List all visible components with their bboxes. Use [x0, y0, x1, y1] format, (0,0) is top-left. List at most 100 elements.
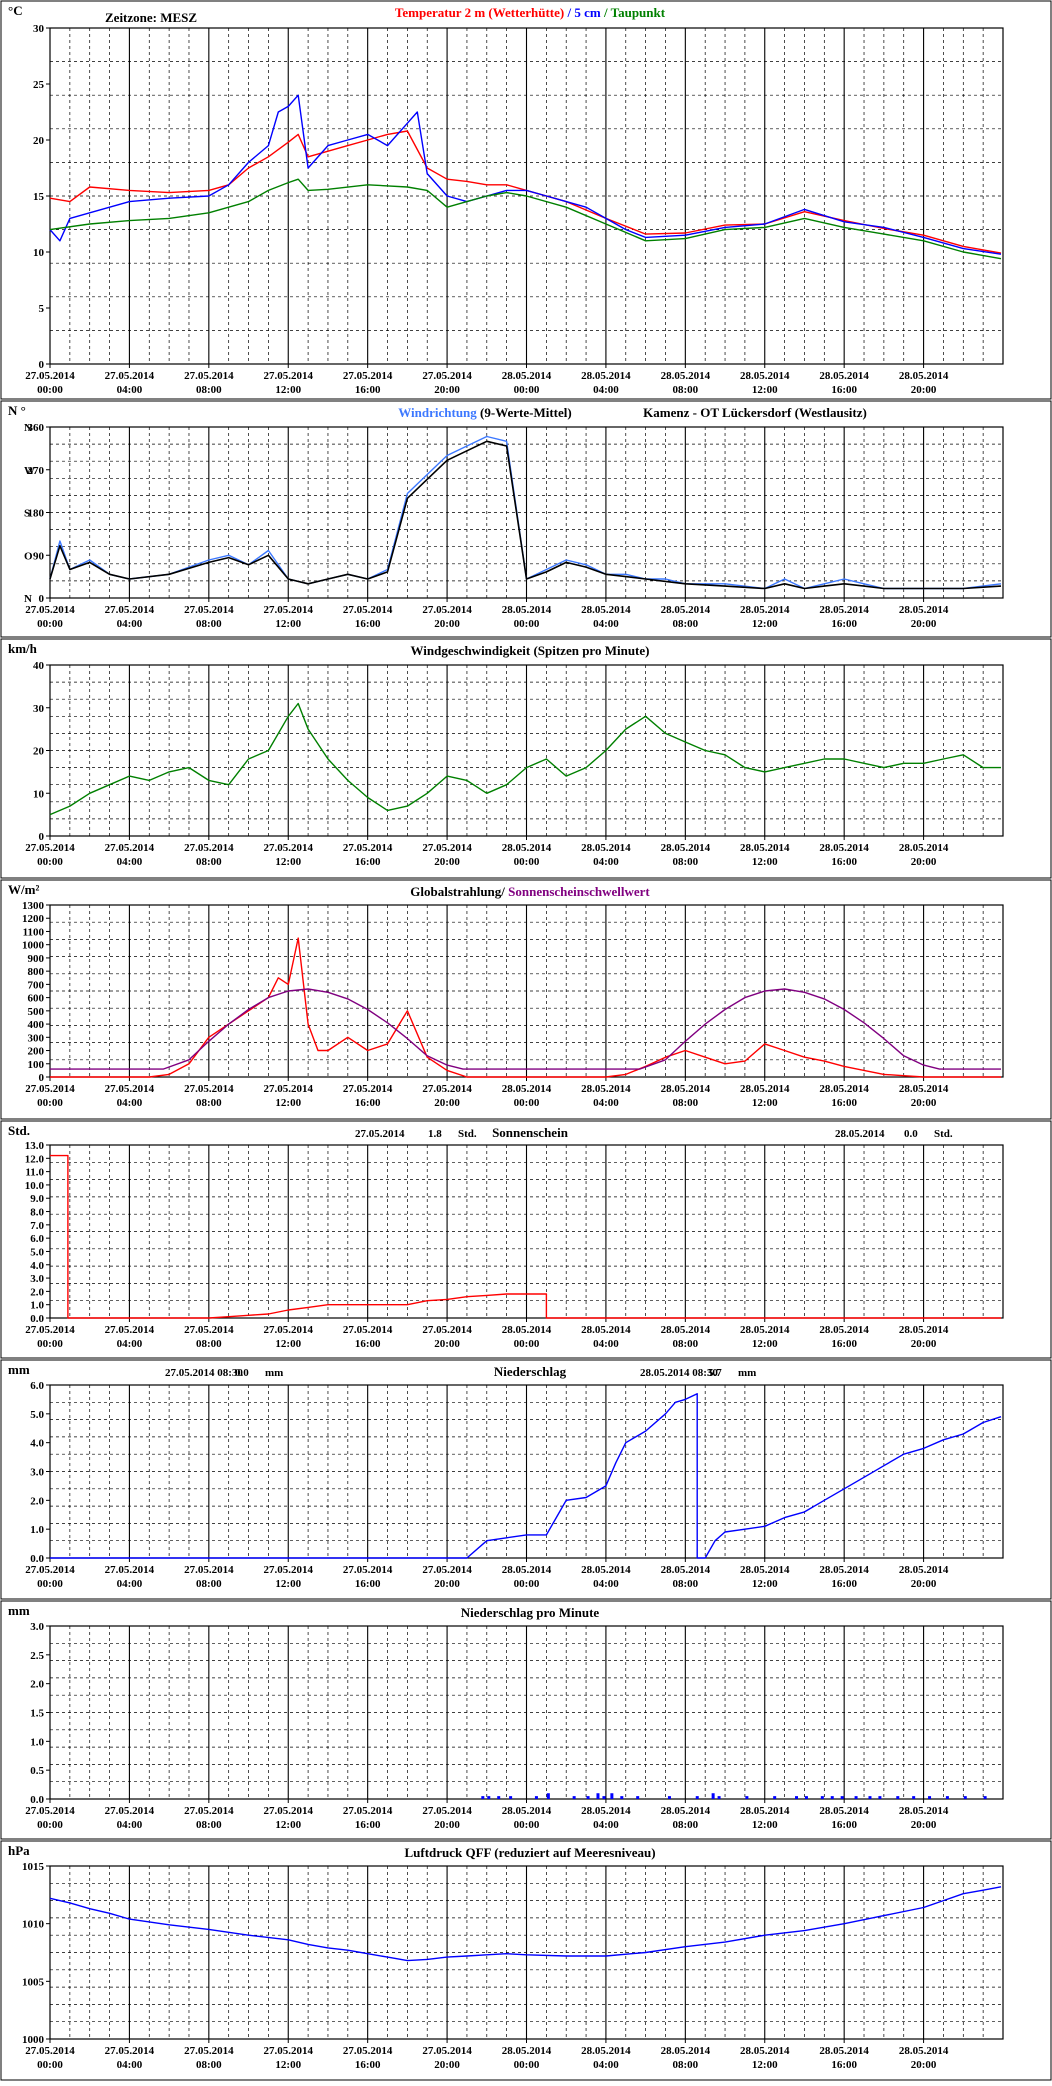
- panel-border: [0, 1120, 1052, 1359]
- x-tick-label-time: 16:00: [355, 1578, 381, 1590]
- panel-border: [0, 1840, 1052, 2081]
- x-tick-label-time: 20:00: [911, 856, 937, 868]
- x-tick-label-time: 20:00: [434, 1097, 460, 1109]
- x-tick-label-date: 28.05.2014: [740, 2045, 790, 2057]
- x-tick-label-time: 16:00: [355, 2059, 381, 2071]
- x-tick-label-time: 12:00: [275, 618, 301, 630]
- x-tick-label-date: 28.05.2014: [502, 604, 552, 616]
- bar: [840, 1796, 844, 1799]
- y-tick-label: 1.0: [30, 1736, 44, 1748]
- x-tick-label-time: 00:00: [514, 1819, 540, 1831]
- bar: [830, 1796, 834, 1799]
- grid: [50, 427, 1003, 598]
- summary-date: 28.05.2014: [835, 1128, 885, 1140]
- chart-title-part: (9-Werte-Mittel): [477, 405, 572, 420]
- x-tick-label-time: 08:00: [196, 1578, 222, 1590]
- bar: [546, 1793, 550, 1799]
- x-tick-label-date: 27.05.2014: [184, 1324, 234, 1336]
- bar: [572, 1796, 576, 1799]
- y-tick-label: 0.5: [30, 1765, 44, 1777]
- summary-unit: mm: [738, 1367, 756, 1379]
- x-tick-label-time: 12:00: [752, 1819, 778, 1831]
- x-tick-label-date: 27.05.2014: [105, 842, 155, 854]
- x-tick-label-date: 28.05.2014: [899, 2045, 949, 2057]
- y-tick-label: 0: [39, 359, 45, 371]
- x-tick-label-time: 20:00: [434, 618, 460, 630]
- unit-label: N °: [8, 403, 26, 418]
- bar: [983, 1796, 987, 1799]
- y-tick-label: 500: [28, 1006, 45, 1018]
- x-tick-label-date: 27.05.2014: [422, 1805, 472, 1817]
- x-tick-label-date: 27.05.2014: [184, 842, 234, 854]
- panel-border: [0, 0, 1052, 400]
- x-tick-label-date: 28.05.2014: [899, 370, 949, 382]
- y-tick-label: 5.0: [30, 1409, 44, 1421]
- x-tick-label-time: 04:00: [593, 1578, 619, 1590]
- chart-title-part: Niederschlag: [494, 1364, 567, 1379]
- summary-unit: Std.: [934, 1128, 953, 1140]
- y-tick-label: 10: [33, 788, 45, 800]
- x-tick-label-time: 16:00: [831, 1578, 857, 1590]
- x-tick-label-time: 08:00: [196, 1097, 222, 1109]
- unit-label: mm: [8, 1603, 30, 1618]
- y-tick-label: 13.0: [25, 1140, 45, 1152]
- x-tick-label-time: 08:00: [672, 1819, 698, 1831]
- y-tick-label: 0: [39, 593, 45, 605]
- chart-title-part: Windrichtung: [398, 405, 477, 420]
- chart-panel-5: 0.01.02.03.04.05.06.07.08.09.010.011.012…: [0, 1120, 1052, 1359]
- summary-unit: mm: [265, 1367, 283, 1379]
- x-tick-label-time: 12:00: [752, 384, 778, 396]
- x-tick-label-date: 27.05.2014: [422, 2045, 472, 2057]
- x-tick-label-time: 20:00: [911, 384, 937, 396]
- y-tick-label: 15: [33, 191, 45, 203]
- bar: [586, 1796, 590, 1799]
- y-tick-label: 6.0: [30, 1233, 44, 1245]
- x-tick-label-time: 08:00: [196, 1819, 222, 1831]
- x-tick-label-date: 27.05.2014: [264, 842, 314, 854]
- compass-label: N: [24, 422, 32, 434]
- x-tick-label-date: 27.05.2014: [25, 1564, 75, 1576]
- x-tick-label-date: 27.05.2014: [343, 1324, 393, 1336]
- x-tick-label-date: 27.05.2014: [264, 1083, 314, 1095]
- x-tick-label-date: 28.05.2014: [819, 842, 869, 854]
- chart-panel-8: 1000 1005 1010 1015 27.05.2014 00:00 27.05.201…: [0, 1840, 1052, 2081]
- x-tick-label-date: 28.05.2014: [661, 370, 711, 382]
- x-tick-label-date: 27.05.2014: [25, 1805, 75, 1817]
- x-tick-label-date: 27.05.2014: [343, 1564, 393, 1576]
- bar: [636, 1796, 640, 1799]
- x-tick-label-date: 28.05.2014: [581, 2045, 631, 2057]
- bar: [602, 1796, 606, 1799]
- x-tick-label-date: 28.05.2014: [581, 1805, 631, 1817]
- x-tick-label-date: 27.05.2014: [184, 1564, 234, 1576]
- x-tick-label-time: 20:00: [434, 1578, 460, 1590]
- bar: [912, 1796, 916, 1799]
- x-tick-label-time: 16:00: [355, 1819, 381, 1831]
- x-tick-label-date: 28.05.2014: [740, 1324, 790, 1336]
- chart-title: Niederschlag pro Minute: [461, 1605, 600, 1620]
- y-tick-label: 11.0: [25, 1167, 44, 1179]
- x-tick-label-time: 16:00: [831, 1819, 857, 1831]
- x-tick-label-date: 27.05.2014: [184, 604, 234, 616]
- bar: [804, 1796, 808, 1799]
- x-tick-label-date: 28.05.2014: [661, 1564, 711, 1576]
- x-tick-label-time: 16:00: [831, 384, 857, 396]
- series-0: [481, 1793, 987, 1799]
- x-tick-label-date: 28.05.2014: [502, 1805, 552, 1817]
- x-tick-label-date: 27.05.2014: [105, 2045, 155, 2057]
- x-tick-label-date: 27.05.2014: [264, 1805, 314, 1817]
- station-title: Kamenz - OT Lückersdorf (Westlausitz): [643, 405, 867, 420]
- panel-border: [0, 879, 1052, 1120]
- chart-title: Globalstrahlung/ Sonnenscheinschwellwert: [410, 884, 650, 899]
- y-tick-label: 2.0: [30, 1495, 44, 1507]
- x-tick-label-date: 28.05.2014: [899, 1805, 949, 1817]
- x-tick-label-time: 04:00: [117, 1819, 143, 1831]
- x-tick-label-time: 16:00: [355, 618, 381, 630]
- x-tick-label-time: 08:00: [196, 384, 222, 396]
- x-tick-label-date: 28.05.2014: [661, 604, 711, 616]
- chart-title: Windrichtung (9-Werte-Mittel): [398, 405, 571, 420]
- x-tick-label-time: 00:00: [514, 1578, 540, 1590]
- x-tick-label-time: 08:00: [196, 618, 222, 630]
- x-tick-label-date: 27.05.2014: [264, 1324, 314, 1336]
- x-tick-label-date: 28.05.2014: [502, 370, 552, 382]
